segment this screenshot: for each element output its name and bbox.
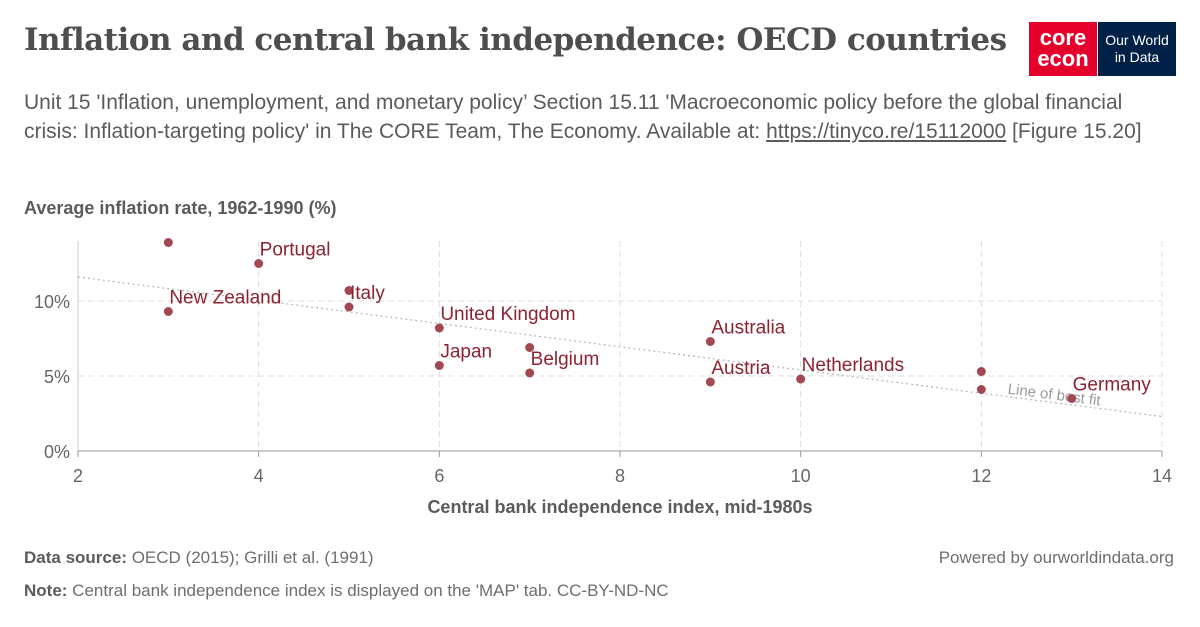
data-point <box>434 323 444 333</box>
powered-by-link[interactable]: Powered by ourworldindata.org <box>938 548 1174 567</box>
data-point <box>254 259 264 268</box>
note-label: Note: <box>24 581 68 600</box>
y-tick-label: 5% <box>44 367 70 387</box>
grid-lines <box>78 241 1163 451</box>
x-axis-label: Central bank independence index, mid-198… <box>427 497 813 517</box>
owid-logo-line1: Our World <box>1105 32 1169 48</box>
subtitle-text: Unit 15 'Inflation, unemployment, and mo… <box>24 91 1123 143</box>
data-source: Data source: OECD (2015); Grilli et al. … <box>24 548 374 568</box>
point-labels: New Zealand Portugal Italy United Kingdom Ja… <box>169 240 1151 396</box>
note-text: Central bank independence index is displ… <box>67 581 669 600</box>
data-point <box>1067 394 1077 403</box>
owid-logo-line2: in Data <box>1114 49 1160 65</box>
y-axis-label: Average inflation rate, 1962-1990 (%) <box>24 198 337 218</box>
our-world-in-data-logo[interactable]: Our World in Data <box>1098 22 1176 76</box>
x-tick-label: 2 <box>73 466 83 486</box>
y-tick-label: 10% <box>34 292 70 312</box>
core-logo-text: core <box>1039 25 1087 50</box>
chart-title: Inflation and central bank independence:… <box>24 22 1007 58</box>
econ-logo-text: econ <box>1037 46 1089 71</box>
point-label: New Zealand <box>169 288 281 309</box>
data-point <box>163 238 173 247</box>
x-tick-label: 14 <box>1152 466 1172 486</box>
data-points <box>163 238 1077 403</box>
data-point <box>434 361 444 370</box>
data-source-label: Data source: <box>24 548 127 567</box>
point-label: Belgium <box>531 349 600 370</box>
core-econ-logo[interactable]: core econ <box>1029 22 1097 76</box>
point-label: United Kingdom <box>440 304 575 325</box>
point-label: Australia <box>711 318 785 339</box>
data-point <box>976 385 986 394</box>
x-tick-label: 6 <box>434 466 444 486</box>
point-label: Austria <box>711 358 771 379</box>
data-point <box>705 337 715 346</box>
subtitle-tail: [Figure 15.20] <box>1006 120 1142 143</box>
data-point <box>796 374 806 384</box>
point-label: Germany <box>1073 375 1152 396</box>
x-tick-label: 4 <box>254 466 264 486</box>
data-source-text: OECD (2015); Grilli et al. (1991) <box>126 548 374 567</box>
data-point <box>525 368 535 378</box>
data-point <box>525 343 535 352</box>
data-point <box>976 367 986 376</box>
data-point <box>705 377 715 387</box>
axes: 2 4 6 8 10 12 14 0% 5% 10% <box>34 241 1172 486</box>
point-label: Japan <box>440 342 492 363</box>
x-tick-label: 10 <box>791 466 811 486</box>
data-point <box>344 302 354 312</box>
x-tick-label: 8 <box>615 466 625 486</box>
subtitle-link[interactable]: https://tinyco.re/15112000 <box>766 120 1007 143</box>
point-label: Italy <box>350 283 385 304</box>
x-tick-label: 12 <box>971 466 991 486</box>
data-point <box>163 307 173 316</box>
chart-subtitle: Unit 15 'Inflation, unemployment, and mo… <box>24 88 1164 146</box>
point-label: Netherlands <box>802 355 904 376</box>
y-tick-label: 0% <box>44 442 70 462</box>
point-label: Portugal <box>260 240 331 261</box>
data-point <box>344 286 354 295</box>
chart-note: Note: Central bank independence index is… <box>24 581 669 601</box>
